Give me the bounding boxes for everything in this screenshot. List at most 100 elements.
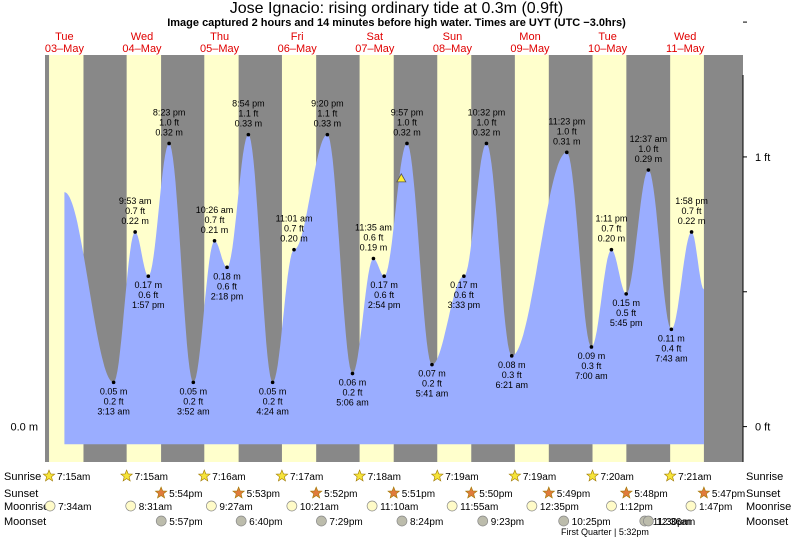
sunrise-time: 7:20am — [601, 472, 634, 483]
tide-m-label: 0.07 m — [418, 369, 446, 379]
tide-time-label: 10:32 pm — [468, 107, 506, 117]
sunset-time: 5:51pm — [402, 489, 435, 500]
moonrise-time: 11:55am — [460, 502, 498, 513]
tide-ft-label: 0.6 ft — [454, 290, 475, 300]
sunset-time: 5:50pm — [479, 489, 512, 500]
moonrise-row-label-left: Moonrise — [4, 501, 49, 513]
tide-time-label: 8:54 pm — [232, 99, 265, 109]
tide-time-label: 9:20 pm — [311, 99, 344, 109]
tide-m-label: 0.32 m — [393, 127, 421, 137]
tide-ft-label: 1.0 ft — [397, 117, 418, 127]
tide-ft-label: 0.6 ft — [374, 290, 395, 300]
tide-point — [564, 150, 569, 155]
tide-time-label: 7:43 am — [655, 353, 688, 363]
tide-m-label: 0.09 m — [578, 351, 606, 361]
moonrise-time: 7:34am — [58, 502, 91, 513]
tide-ft-label: 0.3 ft — [581, 361, 602, 371]
tide-ft-label: 1.0 ft — [557, 126, 578, 136]
tide-point — [624, 292, 628, 296]
sunrise-time: 7:15am — [57, 472, 90, 483]
date-label: 10–May — [588, 43, 628, 55]
tide-time-label: 10:26 am — [196, 205, 234, 215]
sunrise-icon — [42, 469, 56, 482]
tide-m-label: 0.22 m — [121, 216, 149, 226]
tide-area — [64, 134, 704, 445]
tide-ft-label: 0.7 ft — [205, 215, 226, 225]
tide-m-label: 0.32 m — [473, 127, 501, 137]
sunrise-time: 7:17am — [290, 472, 323, 483]
sunset-icon — [154, 486, 168, 499]
date-label: 09–May — [510, 43, 550, 55]
tide-ft-label: 0.2 ft — [342, 388, 363, 398]
moon-phase-note: First Quarter | 5:32pm — [561, 527, 649, 537]
tide-point — [212, 239, 217, 243]
tide-ft-label: 0.6 ft — [363, 233, 384, 243]
tide-m-label: 0.29 m — [635, 154, 663, 164]
sunrise-time: 7:21am — [678, 472, 711, 483]
tide-time-label: 1:58 pm — [675, 196, 708, 206]
tide-ft-label: 0.2 ft — [422, 379, 443, 389]
tide-m-label: 0.33 m — [314, 119, 342, 129]
tide-ft-label: 0.7 ft — [601, 224, 622, 234]
tide-time-label: 2:54 pm — [368, 300, 401, 310]
tide-m-label: 0.31 m — [553, 136, 581, 146]
moonrise-icon — [526, 500, 538, 512]
tide-point — [646, 168, 651, 172]
sunset-time: 5:48pm — [634, 489, 667, 500]
sunset-time: 5:47pm — [712, 489, 745, 500]
sunset-icon — [309, 486, 323, 499]
tide-m-label: 0.17 m — [450, 280, 478, 290]
moonrise-icon — [606, 500, 617, 512]
tide-time-label: 3:33 pm — [448, 300, 481, 310]
tide-m-label: 0.33 m — [235, 119, 263, 129]
moonset-row-label-right: Moonset — [746, 516, 788, 528]
date-label: 04–May — [122, 43, 162, 55]
tide-point — [405, 141, 409, 146]
tide-ft-label: 1.1 ft — [317, 109, 338, 119]
tide-point — [225, 265, 229, 270]
moonset-icon — [477, 515, 489, 527]
sunset-icon — [387, 486, 401, 499]
tide-point — [133, 230, 137, 234]
tide-m-label: 0.05 m — [259, 386, 287, 396]
day-of-week-label: Sat — [367, 31, 384, 43]
moonrise-time: 10:21am — [300, 502, 339, 513]
moonrise-icon — [446, 500, 458, 512]
tide-point — [292, 247, 296, 252]
sunset-time: 5:52pm — [324, 489, 357, 500]
date-label: 08–May — [433, 43, 473, 55]
sunrise-time: 7:16am — [212, 472, 245, 483]
sunset-time: 5:54pm — [169, 489, 202, 500]
tide-point — [509, 354, 514, 358]
moonrise-icon — [286, 500, 298, 512]
date-label: 05–May — [200, 43, 240, 55]
date-label: 11–May — [666, 43, 705, 55]
tide-time-label: 1:11 pm — [595, 214, 627, 224]
sunset-icon — [542, 486, 556, 499]
moonset-icon — [235, 515, 247, 527]
y-axis-right-label: 1 ft — [755, 152, 770, 164]
moonrise-time: 8:31am — [139, 502, 172, 513]
sunset-icon — [232, 486, 246, 499]
tide-m-label: 0.18 m — [213, 271, 241, 281]
moonset-row-label-left: Moonset — [4, 516, 46, 528]
tide-time-label: 1:57 pm — [132, 300, 165, 310]
tide-ft-label: 0.3 ft — [502, 370, 523, 380]
tide-time-label: 9:53 am — [119, 196, 152, 206]
tide-ft-label: 0.7 ft — [125, 206, 146, 216]
tide-ft-label: 0.7 ft — [284, 224, 305, 234]
tide-time-label: 11:23 pm — [548, 116, 585, 126]
moonset-icon — [558, 515, 570, 527]
tide-time-label: 6:21 am — [495, 380, 528, 390]
chart-subtitle: Image captured 2 hours and 14 minutes be… — [167, 17, 626, 29]
sunset-icon — [697, 486, 711, 499]
moonrise-time: 12:35pm — [540, 502, 579, 513]
tide-time-label: 2:18 pm — [211, 291, 244, 301]
tide-point — [191, 380, 196, 385]
day-of-week-label: Tue — [55, 31, 74, 43]
day-of-week-label: Fri — [291, 31, 304, 43]
capture-marker — [396, 173, 407, 183]
sunset-row-label-left: Sunset — [4, 488, 38, 500]
moonset-time: 6:40pm — [249, 517, 282, 528]
